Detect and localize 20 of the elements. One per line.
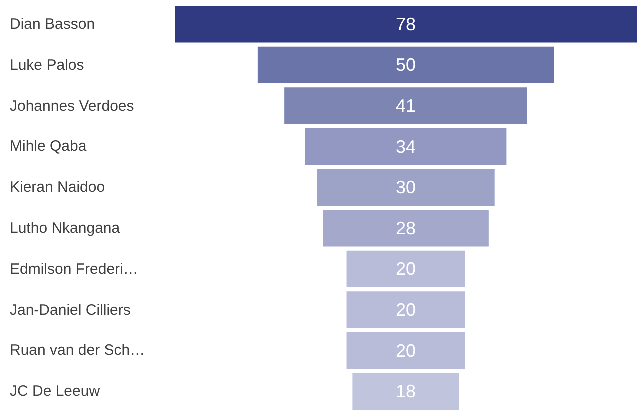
category-label: Ruan van der Sch… (10, 342, 146, 359)
data-label: 18 (396, 382, 416, 402)
data-label: 20 (396, 300, 416, 320)
category-label: Dian Basson (10, 16, 96, 33)
data-label: 30 (396, 178, 416, 198)
category-label: Jan-Daniel Cilliers (10, 302, 131, 319)
category-label: Mihle Qaba (10, 138, 88, 155)
category-label: Kieran Naidoo (10, 179, 106, 196)
data-label: 41 (396, 96, 416, 116)
data-label: 20 (396, 259, 416, 280)
category-label: Luke Palos (10, 57, 84, 74)
data-label: 34 (396, 136, 416, 157)
data-label: 20 (396, 340, 416, 361)
data-label: 78 (396, 14, 416, 34)
category-label: Johannes Verdoes (10, 98, 134, 115)
data-label: 28 (396, 218, 416, 238)
category-label: Lutho Nkangana (10, 220, 121, 237)
data-label: 50 (396, 55, 416, 76)
category-label: Edmilson Frederi… (10, 261, 138, 278)
category-label: JC De Leeuw (10, 383, 100, 400)
